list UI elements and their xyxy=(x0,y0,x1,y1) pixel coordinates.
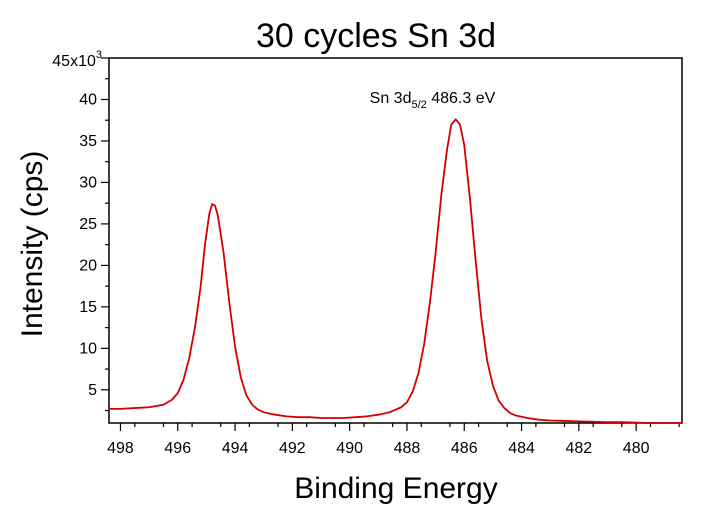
y-tick-label: 15 xyxy=(79,299,97,316)
y-axis-multiplier-text: x10 xyxy=(70,53,96,70)
y-tick-label: 5 xyxy=(88,382,97,399)
peak-annotation-subscript: 5/2 xyxy=(411,99,426,111)
plot-frame xyxy=(108,57,683,424)
y-tick-label: 35 xyxy=(79,133,97,150)
x-tick-label: 486 xyxy=(451,440,478,457)
peak-annotation: Sn 3d5/2 486.3 eV xyxy=(370,90,496,111)
series-group xyxy=(108,118,683,424)
peak-annotation-prefix: Sn 3d xyxy=(370,90,412,107)
x-tick-label: 482 xyxy=(566,440,593,457)
y-axis-multiplier-label: 45x103 xyxy=(52,49,102,70)
x-axis-label: Binding Energy xyxy=(294,472,497,505)
y-tick-label: 20 xyxy=(79,257,97,274)
y-axis-ticks: 5 10 15 20 25 30 35 40 xyxy=(79,57,109,412)
x-tick-label: 492 xyxy=(279,440,306,457)
peak-annotation-suffix: 486.3 eV xyxy=(427,90,496,107)
chart-title: 30 cycles Sn 3d xyxy=(256,17,496,55)
x-tick-label: 480 xyxy=(623,440,650,457)
y-tick-label: 40 xyxy=(79,91,97,108)
x-tick-label: 496 xyxy=(164,440,191,457)
y-axis-label: Intensity (cps) xyxy=(16,151,49,338)
spectrum-line xyxy=(108,118,683,424)
y-tick-label: 30 xyxy=(79,174,97,191)
x-tick-label: 484 xyxy=(508,440,535,457)
x-tick-label: 494 xyxy=(222,440,249,457)
y-tick-label: 10 xyxy=(79,340,97,357)
y-axis-multiplier-base: 45 xyxy=(52,53,70,70)
x-tick-label: 488 xyxy=(394,440,421,457)
y-tick-label: 25 xyxy=(79,216,97,233)
x-tick-label: 490 xyxy=(336,440,363,457)
x-tick-label: 498 xyxy=(107,440,134,457)
y-axis-multiplier-exponent: 3 xyxy=(96,49,102,61)
x-axis-ticks: 498 496 494 492 490 488 486 484 482 480 xyxy=(107,423,680,457)
